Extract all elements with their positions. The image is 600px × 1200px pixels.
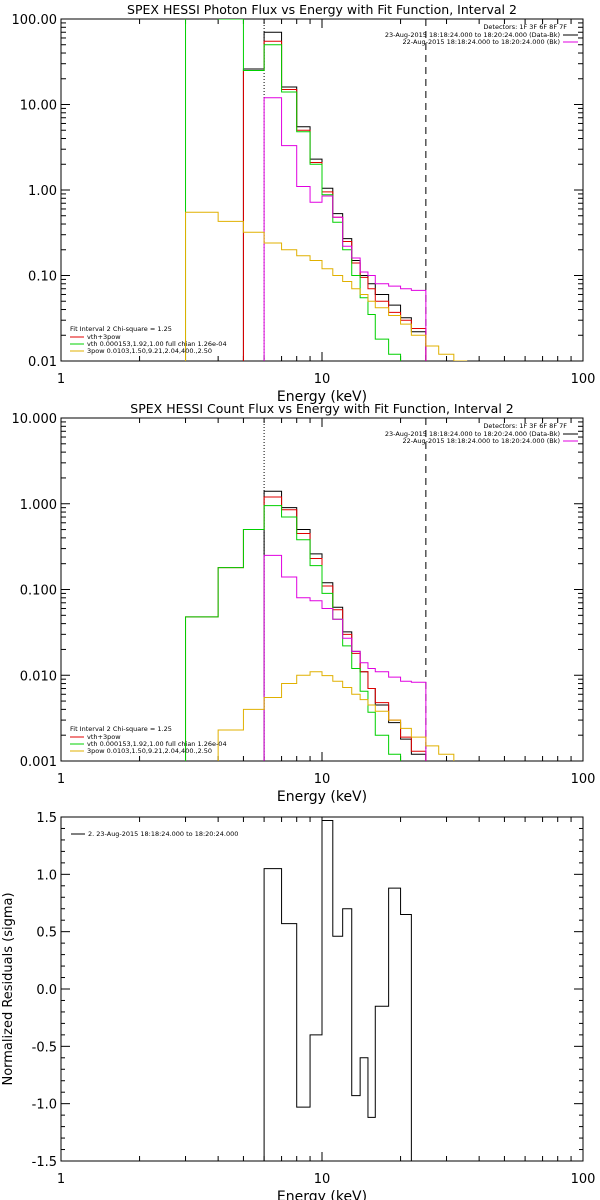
series-black xyxy=(242,31,427,361)
y-tick-label: 1.0 xyxy=(36,868,57,883)
series-black xyxy=(263,490,427,761)
y-tick-label: 0.10 xyxy=(28,270,57,285)
y-tick-label: 0.001 xyxy=(20,755,57,770)
legend-left: Fit Interval 2 Chi-square = 1.25vth+3pow… xyxy=(70,725,227,755)
x-tick-label: 100 xyxy=(571,372,596,387)
series-black xyxy=(263,819,412,1161)
x-axis-label: Energy (keV) xyxy=(277,389,367,405)
y-tick-label: 0.01 xyxy=(28,355,57,370)
plot-area xyxy=(185,19,468,361)
legend-header: Fit Interval 2 Chi-square = 1.25 xyxy=(70,725,172,733)
x-tick-label: 1 xyxy=(57,1172,65,1187)
x-tick-label: 1 xyxy=(57,772,65,787)
legend-entry-label: vth+3pow xyxy=(87,733,121,741)
x-axis-label: Energy (keV) xyxy=(277,1189,367,1200)
legend-header: Detectors: 1F 3F 6F 8F 7F xyxy=(483,23,567,31)
legend-top: 2. 23-Aug-2015 18:18:24.000 to 18:20:24.… xyxy=(71,830,238,838)
series-red xyxy=(185,496,427,761)
x-tick-label: 10 xyxy=(314,1172,331,1187)
series-magenta xyxy=(263,554,427,761)
y-tick-label: 100.00 xyxy=(12,13,58,28)
y-tick-label: 1.5 xyxy=(36,811,57,826)
y-tick-label: 0.0 xyxy=(36,983,57,998)
y-tick-label: 10.00 xyxy=(20,99,57,114)
y-tick-label: 0.100 xyxy=(20,584,57,599)
chart-photon: SPEX HESSI Photon Flux vs Energy with Fi… xyxy=(12,2,596,405)
legend-header: Detectors: 1F 3F 6F 8F 7F xyxy=(483,422,567,430)
series-gold xyxy=(185,211,468,361)
legend-entry-label: 3pow 0.0103,1.50,9.21,2.04,400.,2.50 xyxy=(87,747,212,755)
series-magenta xyxy=(263,97,427,361)
y-tick-label: -0.5 xyxy=(32,1040,57,1055)
series-green xyxy=(185,505,412,761)
chart-count: SPEX HESSI Count Flux vs Energy with Fit… xyxy=(12,401,596,805)
legend-entry-label: 3pow 0.0103,1.50,9.21,2.04,400.,2.50 xyxy=(87,347,212,355)
legend-entry-label: vth+3pow xyxy=(87,333,121,341)
y-tick-label: 1.000 xyxy=(20,498,57,513)
x-tick-label: 100 xyxy=(571,772,596,787)
legend-entry-label: 23-Aug-2015 18:18:24.000 to 18:20:24.000… xyxy=(385,31,560,39)
x-axis-label: Energy (keV) xyxy=(277,789,367,805)
legend-entry-label: 22-Aug-2015 18:18:24.000 to 18:20:24.000… xyxy=(403,437,560,445)
legend-entry-label: vth 0.000153,1.92,1.00 full chian 1.26e-… xyxy=(87,740,227,748)
y-tick-label: 10.000 xyxy=(12,412,58,427)
legend-entry-label: 23-Aug-2015 18:18:24.000 to 18:20:24.000… xyxy=(385,430,560,438)
chart-residuals: 1 10 100 Energy (keV) -1.5 -1.0 -0.5 0.0 0.5 1.0 1… xyxy=(1,811,595,1200)
legend-entry-label: 2. 23-Aug-2015 18:18:24.000 to 18:20:24.… xyxy=(88,830,238,838)
y-axis-label: Normalized Residuals (sigma) xyxy=(1,892,16,1085)
y-tick-label: -1.0 xyxy=(32,1098,57,1113)
chart-title: SPEX HESSI Photon Flux vs Energy with Fi… xyxy=(127,2,517,17)
plot-area xyxy=(185,418,480,761)
series-green xyxy=(185,19,412,361)
x-tick-label: 1 xyxy=(57,372,65,387)
chart-title: SPEX HESSI Count Flux vs Energy with Fit… xyxy=(130,401,513,416)
x-tick-label: 10 xyxy=(314,372,331,387)
y-tick-label: 0.010 xyxy=(20,669,57,684)
series-red xyxy=(242,40,427,361)
x-tick-label: 10 xyxy=(314,772,331,787)
y-tick-label: -1.5 xyxy=(32,1155,57,1170)
x-tick-label: 100 xyxy=(571,1172,596,1187)
y-tick-label: 0.5 xyxy=(36,926,57,941)
legend-entry-label: 22-Aug-2015 18:18:24.000 to 18:20:24.000… xyxy=(403,38,560,46)
series-gold xyxy=(217,671,480,761)
y-tick-label: 1.00 xyxy=(28,184,57,199)
legend-header: Fit Interval 2 Chi-square = 1.25 xyxy=(70,325,172,333)
legend-left: Fit Interval 2 Chi-square = 1.25vth+3pow… xyxy=(70,325,227,355)
legend-entry-label: vth 0.000153,1.92,1.00 full chian 1.26e-… xyxy=(87,340,227,348)
plot-area xyxy=(263,819,412,1161)
